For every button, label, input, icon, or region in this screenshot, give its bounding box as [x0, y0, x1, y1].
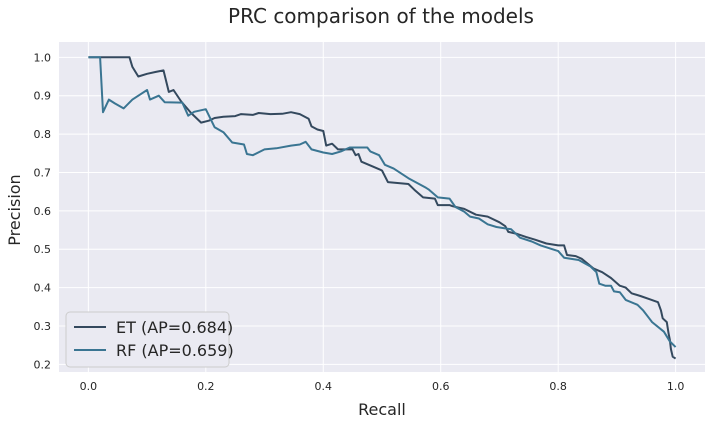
legend-label-et: ET (AP=0.684)	[116, 318, 233, 337]
y-tick-label: 0.8	[34, 128, 52, 141]
y-tick-label: 0.9	[34, 90, 52, 103]
y-tick-label: 0.7	[34, 166, 52, 179]
series-line-rf	[88, 56, 677, 348]
legend-box	[65, 311, 230, 368]
x-tick-label: 1.0	[667, 380, 685, 393]
legend-label-rf: RF (AP=0.659)	[116, 341, 234, 360]
y-tick-label: 1.0	[34, 51, 52, 64]
y-tick-label: 0.2	[34, 358, 52, 371]
y-tick-label: 0.6	[34, 205, 52, 218]
x-tick-label: 0.4	[315, 380, 333, 393]
y-tick-labels: 0.2 0.3 0.4 0.5 0.6 0.7 0.8 0.9 1.0	[34, 51, 52, 371]
y-axis-label: Precision	[5, 174, 24, 245]
y-tick-label: 0.5	[34, 243, 52, 256]
x-tick-label: 0.8	[549, 380, 567, 393]
x-tick-label: 0.2	[197, 380, 215, 393]
x-tick-label: 0.0	[80, 380, 98, 393]
x-tick-label: 0.6	[432, 380, 450, 393]
series-group	[88, 56, 677, 360]
legend: ET (AP=0.684) RF (AP=0.659)	[65, 311, 234, 368]
y-tick-label: 0.4	[34, 282, 52, 295]
chart-title: PRC comparison of the models	[228, 4, 534, 28]
x-axis-label: Recall	[358, 400, 406, 419]
y-tick-label: 0.3	[34, 320, 52, 333]
x-tick-labels: 0.0 0.2 0.4 0.6 0.8 1.0	[80, 380, 685, 393]
